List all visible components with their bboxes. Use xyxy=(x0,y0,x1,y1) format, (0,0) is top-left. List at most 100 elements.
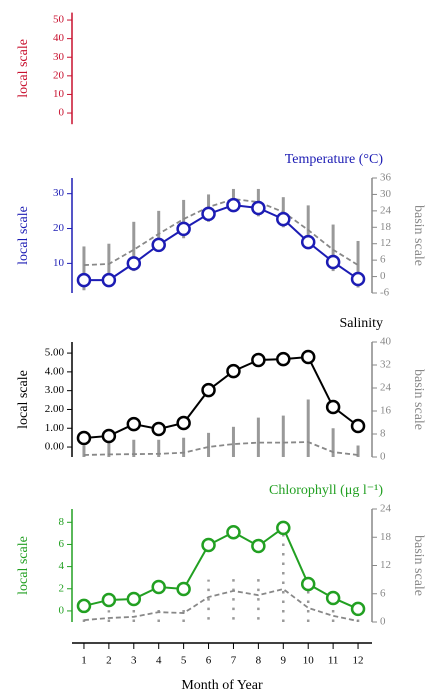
local-point xyxy=(251,352,266,368)
y-axis-label: local scale xyxy=(16,370,31,429)
y-tick-label: 1.00 xyxy=(45,422,65,434)
y-tick-label: 4 xyxy=(59,560,65,572)
local-point xyxy=(325,590,341,606)
x-tick-label: 8 xyxy=(256,655,262,667)
local-line xyxy=(83,526,359,610)
y2-tick-label: 24 xyxy=(380,382,392,394)
y-tick-label: 6 xyxy=(59,538,65,550)
y-tick-label: 40 xyxy=(53,32,65,44)
x-axis-label: Month of Year xyxy=(181,678,263,693)
x-tick-label: 5 xyxy=(181,655,187,667)
local-point xyxy=(76,598,92,614)
y2-tick-label: 6 xyxy=(380,254,386,266)
y2-axis-label: basin scale xyxy=(411,535,426,596)
local-line xyxy=(83,355,359,440)
y2-tick-label: 18 xyxy=(380,221,392,233)
y2-axis-label: basin scale xyxy=(411,369,426,430)
local-point xyxy=(276,520,291,536)
y-tick-label: 30 xyxy=(53,187,65,199)
panel-title: Temperature (°C) xyxy=(285,152,384,167)
y-tick-label: 30 xyxy=(53,51,65,63)
y2-tick-label: -6 xyxy=(380,287,390,299)
local-point xyxy=(176,415,191,431)
y2-tick-label: 12 xyxy=(380,559,391,571)
y2-tick-label: 32 xyxy=(380,359,391,371)
y2-tick-label: 40 xyxy=(380,336,392,348)
y-tick-label: 4.00 xyxy=(45,365,65,377)
y-axis-label: local scale xyxy=(16,206,31,265)
x-tick-label: 3 xyxy=(131,655,137,667)
local-point xyxy=(350,271,366,287)
local-point xyxy=(325,399,341,415)
local-point xyxy=(350,418,366,434)
y-tick-label: 50 xyxy=(53,14,65,26)
local-point xyxy=(151,421,166,437)
local-point xyxy=(300,576,316,592)
local-point xyxy=(300,234,316,250)
local-point xyxy=(176,221,191,237)
x-tick-label: 4 xyxy=(156,655,162,667)
y2-tick-label: 16 xyxy=(380,405,392,417)
y2-tick-label: 0 xyxy=(380,616,386,628)
x-tick-label: 1 xyxy=(81,655,87,667)
y-tick-label: 0.00 xyxy=(45,441,65,453)
y2-tick-label: 0 xyxy=(380,270,386,282)
y-tick-label: 2 xyxy=(59,582,65,594)
basin-mean-line xyxy=(83,588,359,622)
local-point xyxy=(151,579,166,595)
x-tick-label: 9 xyxy=(281,655,287,667)
local-point xyxy=(276,351,291,367)
y2-tick-label: 8 xyxy=(380,428,386,440)
local-point xyxy=(76,430,92,446)
y-tick-label: 0 xyxy=(59,107,65,119)
local-point xyxy=(226,197,241,213)
y-tick-label: 8 xyxy=(59,516,65,528)
basin-mean-line xyxy=(83,198,359,266)
local-point xyxy=(176,581,191,597)
local-point xyxy=(226,363,241,379)
y2-tick-label: 6 xyxy=(380,587,386,599)
y2-tick-label: 12 xyxy=(380,237,391,249)
local-point xyxy=(251,538,266,554)
local-point xyxy=(76,272,92,288)
y-tick-label: 20 xyxy=(53,222,65,234)
local-point xyxy=(251,200,266,216)
local-point xyxy=(325,254,341,270)
local-point xyxy=(151,237,166,253)
x-tick-label: 6 xyxy=(206,655,212,667)
y2-tick-label: 24 xyxy=(380,503,392,515)
local-point xyxy=(300,349,316,365)
y-axis-label: local scale xyxy=(16,39,31,98)
local-point xyxy=(226,525,241,540)
local-point xyxy=(126,591,142,607)
y-tick-label: 20 xyxy=(53,69,65,81)
x-tick-label: 2 xyxy=(106,655,112,667)
panel-title: Chlorophyll (μg l⁻¹) xyxy=(269,483,383,498)
local-point xyxy=(201,537,216,553)
local-point xyxy=(201,206,216,222)
y2-tick-label: 36 xyxy=(380,172,392,184)
y-axis-label: local scale xyxy=(16,536,31,595)
x-tick-label: 7 xyxy=(231,655,237,667)
y-tick-label: 10 xyxy=(53,257,65,269)
y-tick-label: 5.00 xyxy=(45,347,65,359)
x-tick-label: 11 xyxy=(328,655,339,667)
local-point xyxy=(276,211,291,227)
panel-title: Salinity xyxy=(339,316,383,331)
y-tick-label: 2.00 xyxy=(45,403,65,415)
y-tick-label: 0 xyxy=(59,604,65,616)
basin-mean-line xyxy=(83,441,359,456)
x-tick-label: 10 xyxy=(303,655,315,667)
y2-tick-label: 30 xyxy=(380,188,392,200)
local-point xyxy=(126,416,142,432)
local-line xyxy=(83,204,359,282)
y2-tick-label: 24 xyxy=(380,204,392,216)
y-tick-label: 10 xyxy=(53,88,65,100)
y2-tick-label: 18 xyxy=(380,531,392,543)
x-tick-label: 12 xyxy=(353,655,364,667)
local-point xyxy=(101,592,117,608)
y-tick-label: 3.00 xyxy=(45,384,65,396)
local-point xyxy=(350,601,366,617)
local-point xyxy=(126,256,142,271)
